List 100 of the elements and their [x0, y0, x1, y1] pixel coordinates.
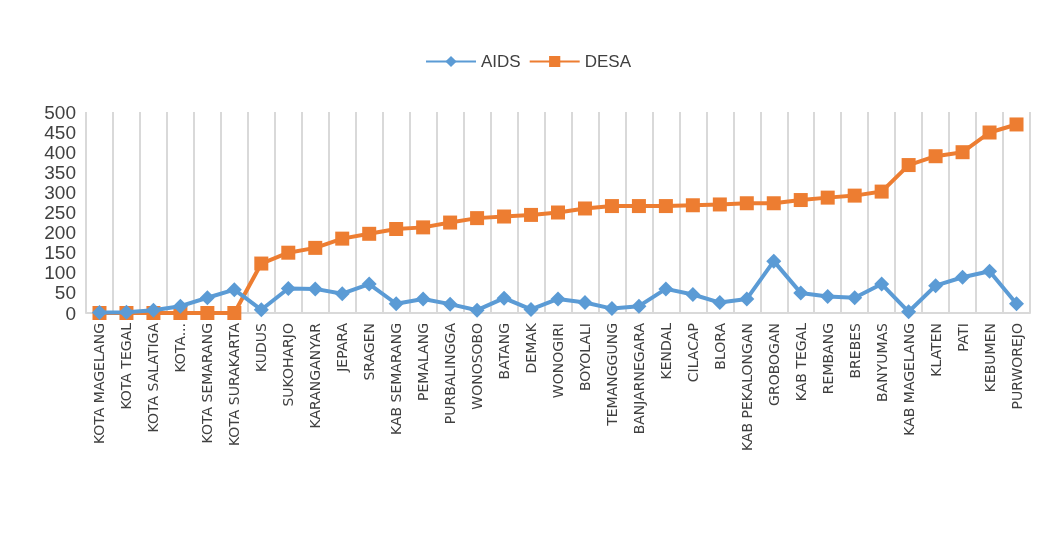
point: [658, 199, 673, 214]
point: [145, 302, 161, 318]
x-tick-label: KARANGANYAR: [307, 322, 324, 429]
point: [793, 285, 809, 301]
point: [524, 207, 539, 222]
legend-label: DESA: [584, 52, 632, 71]
y-tick-label: 150: [44, 242, 76, 264]
x-tick-label: BREBES: [846, 322, 863, 379]
x-tick-label: KUDUS: [253, 322, 270, 372]
point: [901, 158, 916, 173]
point: [416, 220, 431, 235]
x-tick-label: TEMANGGUNG: [603, 323, 620, 427]
x-tick-label: REMBANG: [819, 323, 836, 395]
x-tick-label: BANJARNEGARA: [630, 322, 647, 435]
x-tick-label: KEBUMEN: [981, 323, 998, 393]
point: [497, 209, 512, 224]
point: [604, 301, 620, 317]
x-tick-label: WONOGIRI: [550, 323, 566, 399]
point: [631, 298, 647, 314]
point: [685, 287, 701, 303]
point: [766, 196, 781, 211]
point: [793, 193, 808, 208]
x-tick-label: KENDAL: [657, 322, 674, 380]
point: [604, 199, 619, 214]
point: [901, 304, 917, 320]
point: [874, 184, 889, 199]
point: [577, 295, 593, 311]
point: [982, 263, 998, 279]
x-tick-label: DEMAK: [523, 322, 540, 374]
point: [550, 291, 566, 307]
x-tick-label: WONOSOBO: [469, 323, 486, 410]
point: [199, 290, 215, 306]
x-tick-label: KOTA SALATIGA: [145, 322, 162, 433]
point: [470, 211, 485, 226]
point: [928, 278, 944, 294]
x-tick-label: KOTA TEGAL: [118, 322, 135, 410]
x-tick-label: KAB MAGELANG: [900, 323, 917, 436]
point: [362, 226, 377, 241]
x-tick-label: KOTA...: [172, 323, 189, 373]
point: [523, 301, 539, 317]
point: [551, 205, 565, 220]
x-tick-label: JEPARA: [334, 322, 351, 373]
point: [227, 306, 242, 320]
point: [415, 291, 431, 307]
point: [253, 302, 269, 318]
x-tick-label: PURBALINGGA: [442, 322, 459, 425]
point: [712, 295, 728, 311]
point: [955, 269, 971, 285]
point: [335, 231, 350, 246]
y-tick-label: 300: [44, 181, 76, 203]
point: [766, 253, 782, 269]
point: [389, 221, 404, 236]
x-tick-label: KOTA MAGELANG: [91, 323, 108, 445]
point: [281, 245, 296, 260]
x-tick-label: GROBOGAN: [765, 323, 782, 406]
point: [847, 188, 862, 203]
x-tick-label: KAB PEKALONGAN: [738, 323, 755, 452]
point: [928, 149, 943, 164]
point: [172, 298, 188, 314]
x-tick-label: BATANG: [496, 323, 513, 380]
point: [308, 240, 323, 255]
x-tick-label: BOYOLALI: [576, 323, 593, 392]
point: [955, 145, 970, 160]
point: [254, 256, 269, 271]
point: [820, 190, 835, 205]
point: [469, 302, 485, 318]
y-tick-label: 0: [65, 302, 76, 324]
x-tick-label: KLATEN: [927, 323, 944, 377]
x-tick-label: KAB SEMARANG: [388, 323, 405, 436]
point: [388, 296, 404, 312]
x-tick-label: BLORA: [711, 322, 728, 370]
point: [739, 196, 754, 211]
legend-label: AIDS: [481, 52, 521, 71]
point: [847, 290, 863, 306]
x-tick-label: SRAGEN: [361, 323, 378, 381]
point: [874, 276, 890, 292]
point: [443, 215, 458, 230]
point: [307, 281, 323, 297]
y-tick-label: 500: [44, 101, 76, 123]
y-tick-label: 100: [44, 262, 76, 284]
point: [334, 286, 350, 302]
x-tick-label: PEMALANG: [415, 323, 432, 401]
point: [739, 291, 755, 307]
point: [226, 282, 242, 298]
point: [820, 289, 836, 305]
x-tick-label: CILACAP: [684, 323, 701, 383]
x-tick-label: SUKOHARJO: [280, 323, 297, 407]
point: [200, 306, 215, 320]
point: [577, 201, 592, 216]
x-tick-label: KAB TEGAL: [792, 322, 809, 402]
x-tick-label: KOTA SEMARANG: [199, 323, 216, 444]
y-tick-label: 200: [44, 222, 76, 244]
y-tick-label: 450: [44, 121, 76, 143]
point: [280, 280, 296, 296]
x-tick-label: PURWOREJO: [1008, 323, 1025, 410]
point: [442, 296, 458, 312]
x-tick-label: PATI: [954, 323, 971, 352]
y-tick-label: 400: [44, 141, 76, 163]
x-tick-label: BANYUMAS: [873, 322, 890, 402]
y-tick-label: 350: [44, 161, 76, 183]
